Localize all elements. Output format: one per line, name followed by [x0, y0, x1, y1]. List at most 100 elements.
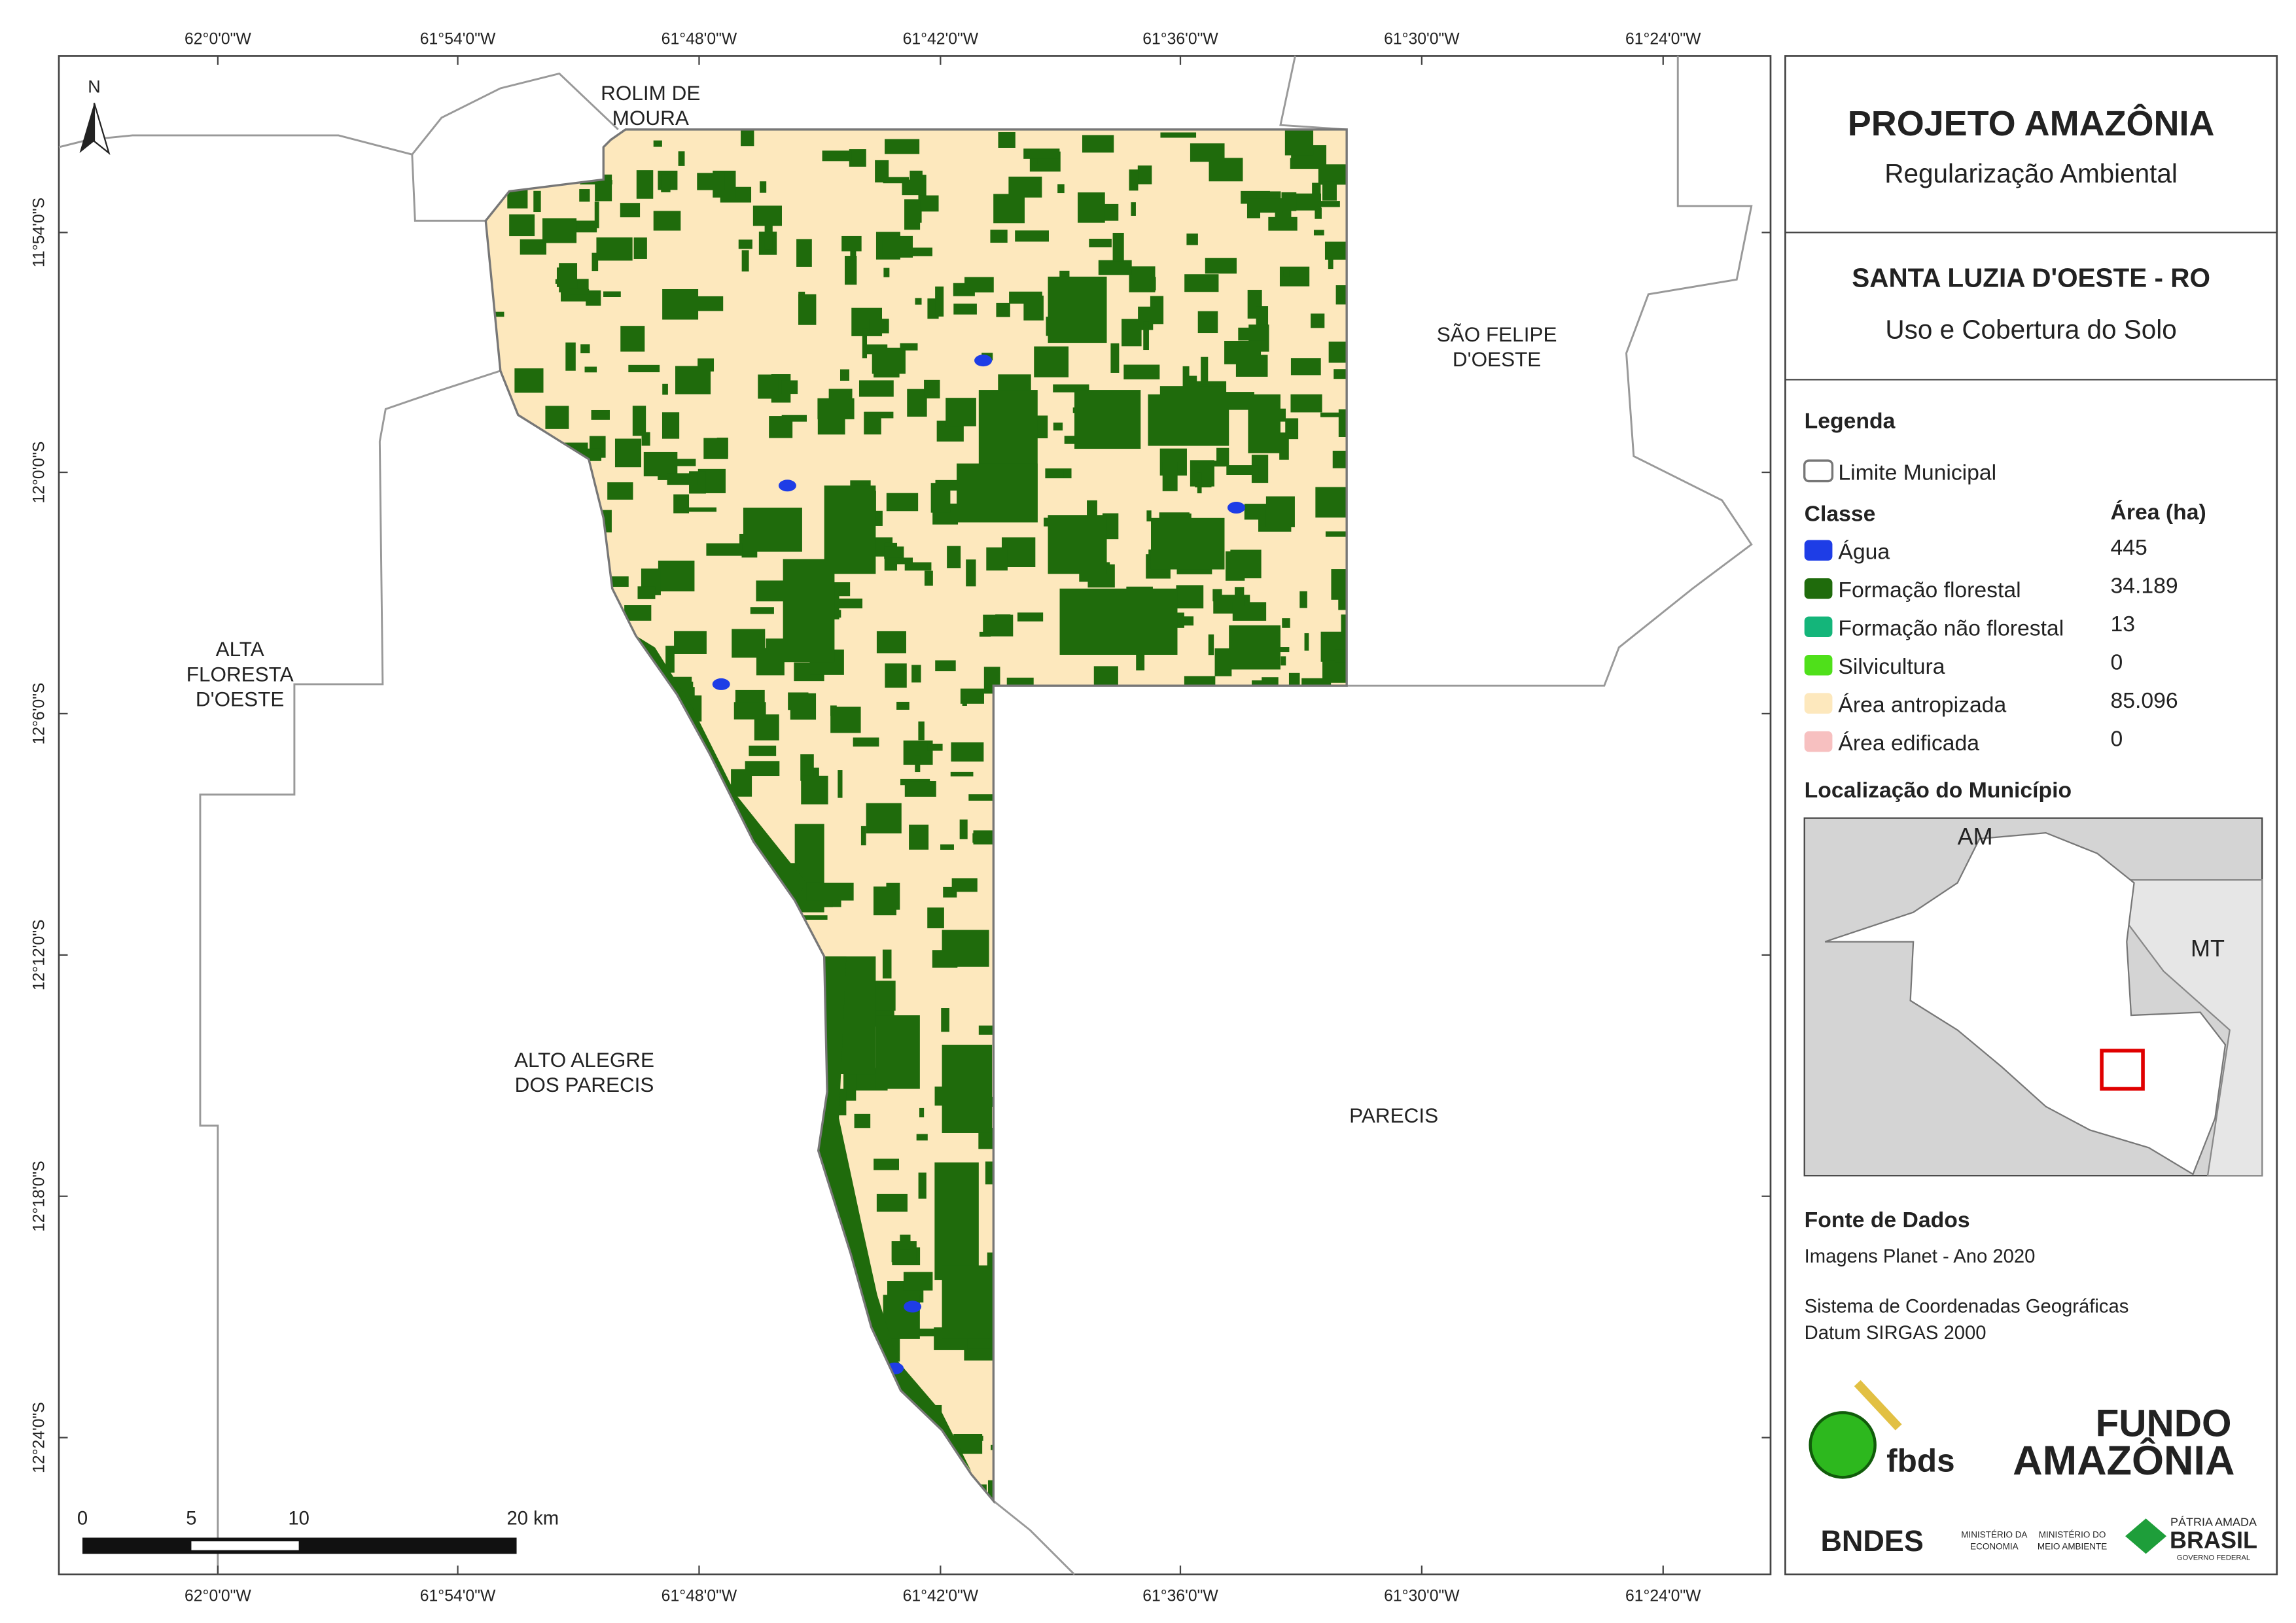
forest-patch	[665, 646, 675, 673]
forest-patch	[883, 268, 890, 277]
place-label: ALTA	[216, 637, 264, 661]
place-label: DOS PARECIS	[515, 1073, 654, 1096]
lon-label-top: 61°24'0"W	[1625, 30, 1701, 48]
logo-text: AMAZÔNIA	[2013, 1437, 2234, 1484]
place-label: D'OESTE	[196, 688, 284, 711]
forest-block	[1150, 517, 1225, 570]
forest-patch	[603, 291, 621, 298]
forest-patch	[1235, 587, 1245, 606]
forest-patch	[864, 411, 881, 435]
scale-bar	[191, 1541, 299, 1550]
title: PROJETO AMAZÔNIA	[1848, 103, 2215, 143]
forest-patch	[874, 1159, 899, 1170]
place-label: ROLIM DE	[601, 81, 700, 105]
forest-patch	[1248, 198, 1283, 213]
forest-patch	[738, 239, 752, 249]
water-body	[1227, 502, 1245, 514]
forest-patch	[888, 557, 913, 565]
forest-patch	[1201, 357, 1209, 385]
forest-patch	[1331, 569, 1347, 600]
forest-patch	[904, 781, 936, 797]
forest-patch	[607, 482, 633, 500]
lon-label-top: 61°54'0"W	[420, 30, 496, 48]
forest-patch	[1324, 241, 1347, 260]
forest-patch	[804, 915, 828, 920]
legend-swatch	[1804, 693, 1833, 714]
forest-patch	[781, 380, 798, 394]
forest-patch	[1311, 313, 1325, 328]
forest-patch	[1292, 193, 1322, 211]
class-header: Classe	[1805, 501, 1876, 526]
place-label: MOURA	[612, 106, 689, 130]
forest-patch	[692, 296, 724, 311]
water-body	[974, 355, 993, 367]
forest-block	[1059, 588, 1178, 655]
forest-patch	[854, 1113, 871, 1128]
forest-patch	[674, 631, 707, 654]
forest-patch	[940, 844, 954, 850]
legend-swatch	[1804, 540, 1833, 561]
forest-patch	[941, 1008, 949, 1032]
north-arrow	[79, 103, 94, 153]
forest-patch	[845, 256, 857, 285]
forest-patch	[633, 237, 647, 259]
forest-block	[875, 1015, 920, 1089]
forest-patch	[637, 586, 656, 599]
forest-patch	[1190, 143, 1225, 162]
place-label: FLORESTA	[186, 662, 294, 686]
forest-patch	[843, 1073, 857, 1101]
class-area: 13	[2111, 612, 2136, 637]
scale-label: 0	[77, 1508, 88, 1529]
forest-patch	[796, 239, 812, 267]
forest-patch	[1226, 551, 1245, 581]
lon-label-top: 61°30'0"W	[1384, 30, 1460, 48]
scale-bar	[82, 1537, 517, 1554]
forest-patch	[860, 826, 866, 846]
forest-patch	[1131, 202, 1136, 216]
forest-patch	[913, 1328, 940, 1336]
scale-label: 20 km	[506, 1508, 559, 1529]
forest-patch	[850, 247, 857, 261]
place-label: PARECIS	[1349, 1104, 1438, 1127]
forest-patch	[756, 580, 787, 602]
forest-patch	[904, 199, 921, 230]
forest-patch	[1110, 343, 1120, 373]
forest-patch	[741, 250, 749, 271]
forest-patch	[924, 570, 933, 586]
forest-patch	[951, 742, 984, 762]
forest-patch	[1129, 169, 1139, 191]
forest-patch	[1197, 472, 1202, 494]
north-arrow	[93, 103, 111, 156]
forest-patch	[873, 886, 896, 916]
forest-patch	[919, 195, 939, 212]
forest-block	[1148, 394, 1229, 446]
forest-patch	[1281, 192, 1297, 211]
forest-patch	[822, 150, 852, 162]
forest-patch	[594, 201, 599, 228]
logo-text: BRASIL	[2170, 1526, 2257, 1553]
forest-patch	[904, 562, 932, 571]
lat-label: 12°18'0"S	[31, 1161, 48, 1232]
water-body	[712, 678, 730, 690]
legend-swatch	[1804, 578, 1833, 599]
source-line: Imagens Planet - Ano 2020	[1805, 1246, 2036, 1267]
forest-patch	[927, 743, 943, 751]
forest-patch	[1288, 672, 1300, 688]
forest-patch	[1320, 412, 1343, 417]
forest-patch	[910, 170, 923, 181]
boundary-swatch	[1803, 459, 1834, 483]
forest-patch	[1197, 311, 1218, 334]
forest-patch	[915, 298, 922, 305]
forest-patch	[591, 410, 610, 420]
forest-patch	[896, 701, 910, 710]
forest-patch	[951, 878, 978, 892]
forest-patch	[830, 707, 861, 733]
forest-block	[957, 463, 1038, 523]
forest-block	[934, 1162, 979, 1280]
forest-patch	[1160, 132, 1197, 138]
forest-patch	[697, 173, 725, 190]
forest-patch	[1304, 633, 1309, 651]
forest-patch	[1112, 232, 1124, 262]
forest-patch	[1176, 585, 1204, 609]
forest-patch	[907, 389, 927, 417]
